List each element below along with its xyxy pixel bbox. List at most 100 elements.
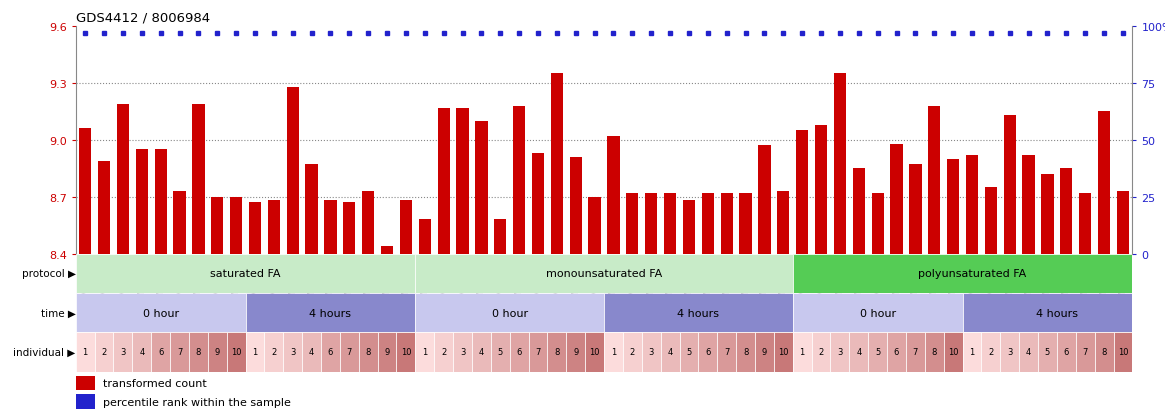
Text: 0 hour: 0 hour — [860, 308, 896, 318]
Bar — [966, 156, 979, 254]
Bar — [189, 332, 207, 372]
Bar — [984, 188, 997, 254]
Bar — [532, 154, 544, 254]
Bar — [76, 332, 94, 372]
Bar — [792, 332, 812, 372]
Text: 3: 3 — [460, 348, 465, 356]
Bar — [453, 332, 472, 372]
Text: 3: 3 — [290, 348, 296, 356]
Text: 7: 7 — [912, 348, 918, 356]
Bar — [246, 293, 416, 332]
Text: protocol ▶: protocol ▶ — [22, 268, 76, 279]
Bar — [133, 332, 151, 372]
Text: 2: 2 — [988, 348, 994, 356]
Bar — [929, 106, 940, 254]
Bar — [683, 201, 696, 254]
Text: 8: 8 — [1101, 348, 1107, 356]
Text: 7: 7 — [347, 348, 352, 356]
Bar — [1038, 332, 1057, 372]
Text: saturated FA: saturated FA — [211, 268, 281, 279]
Bar — [792, 293, 962, 332]
Bar — [551, 74, 563, 254]
Bar — [570, 157, 581, 254]
Text: transformed count: transformed count — [104, 378, 207, 388]
Text: percentile rank within the sample: percentile rank within the sample — [104, 397, 291, 407]
Bar — [701, 193, 714, 254]
Bar — [416, 293, 603, 332]
Bar — [1114, 332, 1132, 372]
Bar — [116, 104, 129, 254]
Bar — [585, 332, 603, 372]
Bar — [1057, 332, 1075, 372]
Bar — [871, 193, 884, 254]
Bar — [211, 197, 224, 254]
Text: 1: 1 — [253, 348, 257, 356]
Bar — [755, 332, 774, 372]
Bar — [513, 106, 525, 254]
Text: 7: 7 — [1082, 348, 1088, 356]
Bar — [1097, 112, 1110, 254]
Bar — [362, 192, 374, 254]
Bar — [340, 332, 359, 372]
Bar — [721, 193, 733, 254]
Bar — [792, 254, 1151, 293]
Text: 4 hours: 4 hours — [677, 308, 720, 318]
Bar — [359, 332, 377, 372]
Bar — [76, 394, 94, 409]
Text: 10: 10 — [778, 348, 789, 356]
Text: 7: 7 — [177, 348, 182, 356]
Bar — [661, 332, 679, 372]
Text: 9: 9 — [214, 348, 220, 356]
Text: 2: 2 — [271, 348, 276, 356]
Text: 4: 4 — [856, 348, 861, 356]
Text: 3: 3 — [1007, 348, 1012, 356]
Text: 9: 9 — [762, 348, 767, 356]
Text: 2: 2 — [101, 348, 107, 356]
Bar — [94, 332, 113, 372]
Bar — [642, 332, 661, 372]
Bar — [416, 254, 792, 293]
Bar — [887, 332, 906, 372]
Text: 1: 1 — [969, 348, 975, 356]
Bar — [774, 332, 792, 372]
Bar — [1003, 116, 1016, 254]
Bar — [698, 332, 718, 372]
Bar — [418, 220, 431, 254]
Bar — [155, 150, 167, 254]
Bar — [174, 192, 185, 254]
Bar — [435, 332, 453, 372]
Bar — [170, 332, 189, 372]
Text: 6: 6 — [158, 348, 163, 356]
Bar — [1075, 332, 1095, 372]
Text: 1: 1 — [610, 348, 616, 356]
Bar — [1117, 192, 1129, 254]
Text: monounsaturated FA: monounsaturated FA — [546, 268, 662, 279]
Bar — [151, 332, 170, 372]
Bar — [758, 146, 770, 254]
Text: 8: 8 — [196, 348, 202, 356]
Text: 10: 10 — [589, 348, 600, 356]
Text: 8: 8 — [555, 348, 559, 356]
Bar — [1019, 332, 1038, 372]
Text: 10: 10 — [401, 348, 411, 356]
Text: 5: 5 — [497, 348, 503, 356]
Bar — [812, 332, 831, 372]
Text: 6: 6 — [705, 348, 711, 356]
Bar — [287, 88, 299, 254]
Bar — [947, 159, 959, 254]
Text: 7: 7 — [723, 348, 729, 356]
Bar — [438, 108, 450, 254]
Bar — [192, 104, 205, 254]
Text: 10: 10 — [1117, 348, 1128, 356]
Text: 3: 3 — [649, 348, 654, 356]
Bar — [925, 332, 944, 372]
Bar — [400, 201, 412, 254]
Bar — [324, 201, 337, 254]
Bar — [664, 193, 676, 254]
Bar — [1079, 193, 1092, 254]
Text: 0 hour: 0 hour — [142, 308, 178, 318]
Text: 2: 2 — [442, 348, 446, 356]
Text: 4: 4 — [1026, 348, 1031, 356]
Text: 4 hours: 4 hours — [1036, 308, 1078, 318]
Text: 8: 8 — [743, 348, 748, 356]
